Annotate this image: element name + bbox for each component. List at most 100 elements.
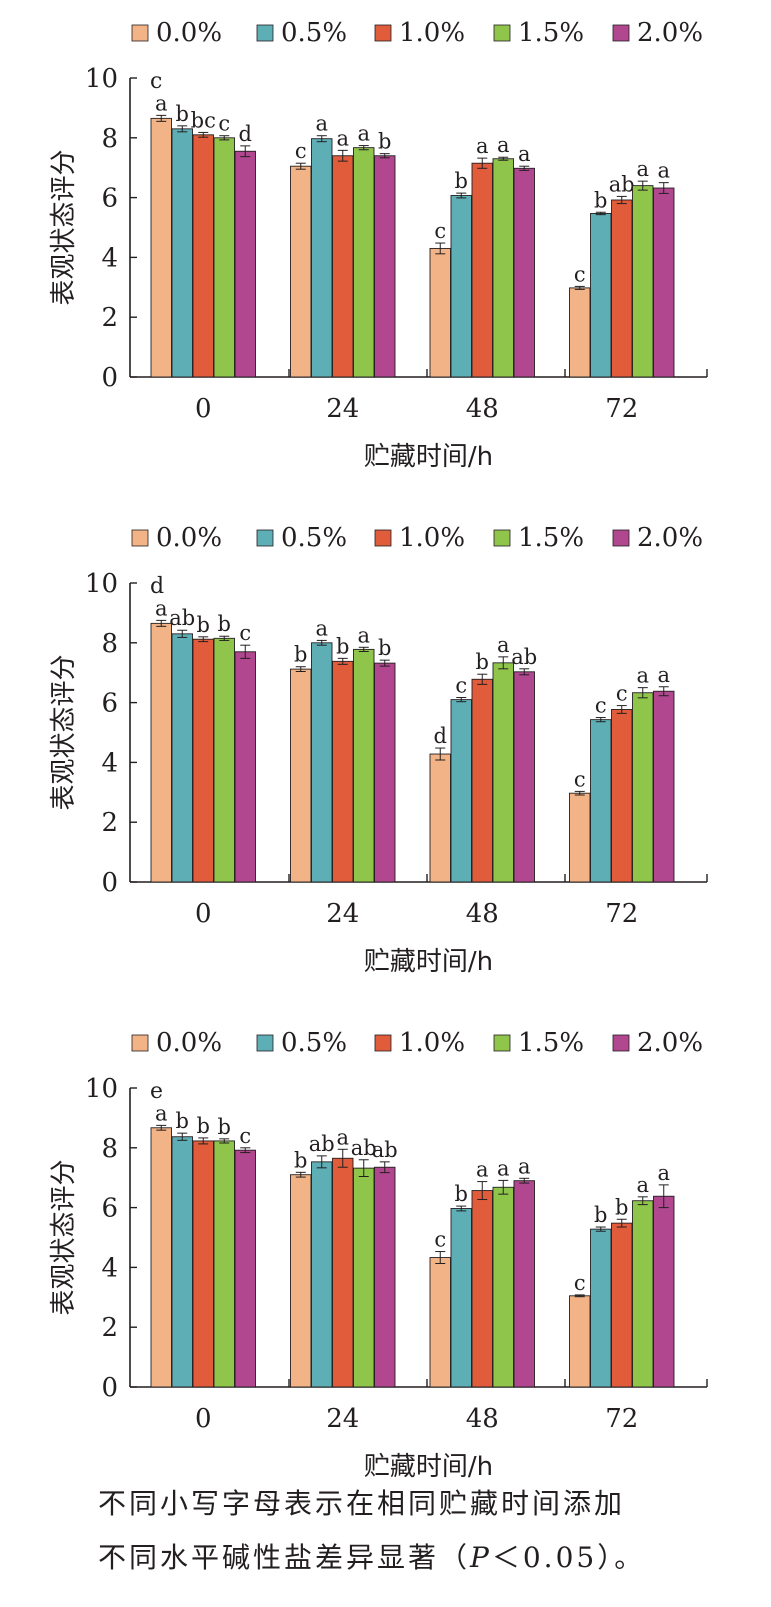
bar-3-0 xyxy=(569,1295,591,1388)
significance-letter-1-0: b xyxy=(294,1148,307,1172)
bar-1-0 xyxy=(290,1174,312,1388)
legend-swatch-1 xyxy=(256,1034,274,1052)
legend-swatch-4 xyxy=(612,529,630,547)
significance-letter-0-3: c xyxy=(218,112,230,136)
x-tick-label-2: 48 xyxy=(466,899,499,929)
significance-letter-2-1: b xyxy=(455,1182,468,1206)
legend-label-2: 1.0% xyxy=(399,18,465,48)
bar-1-0 xyxy=(290,165,312,378)
bar-0-2 xyxy=(192,1140,214,1388)
bar-2-3 xyxy=(492,662,514,883)
legend-swatch-4 xyxy=(612,24,630,42)
panel-label: e xyxy=(150,1079,163,1104)
bar-3-0 xyxy=(569,287,591,378)
bar-1-4 xyxy=(374,1166,396,1388)
significance-letter-2-3: a xyxy=(497,633,510,657)
significance-letter-1-1: a xyxy=(315,112,328,136)
bar-0-3 xyxy=(213,637,235,883)
bar-2-4 xyxy=(513,1180,535,1388)
significance-letter-3-0: c xyxy=(574,767,586,791)
bar-0-0 xyxy=(150,117,172,378)
y-tick-label-0: 0 xyxy=(101,363,118,393)
y-tick-label-4: 8 xyxy=(101,1134,118,1164)
significance-letter-1-3: ab xyxy=(351,1136,377,1160)
bar-3-2 xyxy=(611,1222,633,1388)
significance-letter-3-1: b xyxy=(594,188,607,212)
legend-swatch-0 xyxy=(131,529,149,547)
x-tick-label-0: 0 xyxy=(195,394,212,424)
legend-swatch-2 xyxy=(374,24,392,42)
significance-letter-3-4: a xyxy=(657,663,670,687)
x-tick-label-3: 72 xyxy=(605,1404,638,1434)
legend-swatch-3 xyxy=(493,529,511,547)
significance-letter-1-1: ab xyxy=(309,1132,335,1156)
bar-3-0 xyxy=(569,792,591,883)
significance-letter-0-1: b xyxy=(176,1109,189,1133)
significance-letter-1-4: b xyxy=(378,636,391,660)
significance-letter-3-0: c xyxy=(574,1271,586,1295)
bar-2-2 xyxy=(471,1190,493,1388)
bar-2-0 xyxy=(429,247,451,378)
significance-letter-1-0: c xyxy=(295,139,307,163)
y-tick-label-5: 10 xyxy=(85,64,118,94)
significance-letter-1-4: b xyxy=(378,130,391,154)
significance-letter-3-2: b xyxy=(615,1195,628,1219)
bar-3-4 xyxy=(653,1195,675,1388)
y-tick-label-1: 2 xyxy=(101,303,118,333)
bar-2-0 xyxy=(429,1257,451,1388)
bar-3-1 xyxy=(590,1228,612,1388)
y-tick-label-4: 8 xyxy=(101,124,118,154)
y-tick-label-3: 6 xyxy=(101,1194,118,1224)
bar-1-3 xyxy=(353,648,375,883)
significance-letter-0-4: d xyxy=(239,122,252,146)
bar-3-3 xyxy=(632,1200,654,1388)
bar-0-0 xyxy=(150,1127,172,1388)
bar-0-4 xyxy=(234,651,256,883)
bar-0-1 xyxy=(171,1136,193,1388)
bar-2-1 xyxy=(450,699,472,883)
bar-1-2 xyxy=(332,155,354,378)
legend-label-3: 1.5% xyxy=(518,18,584,48)
significance-letter-2-1: b xyxy=(455,169,468,193)
x-tick-label-2: 48 xyxy=(466,394,499,424)
legend-swatch-3 xyxy=(493,1034,511,1052)
significance-letter-3-3: a xyxy=(636,157,649,181)
note-line-2-prefix: 不同水平碱性盐差异显著（ xyxy=(98,1541,471,1574)
bar-1-3 xyxy=(353,147,375,378)
bar-3-1 xyxy=(590,212,612,378)
bar-3-4 xyxy=(653,690,675,883)
significance-letter-3-1: c xyxy=(595,694,607,718)
significance-letter-3-3: a xyxy=(636,1173,649,1197)
bar-1-1 xyxy=(311,642,333,883)
x-axis-title: 贮藏时间/h xyxy=(364,1452,493,1482)
y-tick-label-0: 0 xyxy=(101,868,118,898)
bar-3-3 xyxy=(632,692,654,883)
significance-letter-3-1: b xyxy=(594,1203,607,1227)
significance-letter-0-3: b xyxy=(218,1115,231,1139)
legend-label-4: 2.0% xyxy=(637,1028,703,1058)
note-line-1: 不同小写字母表示在相同贮藏时间添加 xyxy=(98,1487,626,1520)
bar-0-0 xyxy=(150,622,172,883)
y-tick-label-3: 6 xyxy=(101,184,118,214)
significance-letter-3-2: c xyxy=(616,682,628,706)
note-p-condition: ＜0.05 xyxy=(491,1541,598,1574)
bar-1-2 xyxy=(332,660,354,883)
significance-letter-0-2: b xyxy=(197,613,210,637)
bar-2-3 xyxy=(492,158,514,378)
significance-letter-0-1: ab xyxy=(169,606,195,630)
bar-2-4 xyxy=(513,167,535,378)
y-tick-label-2: 4 xyxy=(101,243,118,273)
significance-letter-3-2: ab xyxy=(609,172,635,196)
significance-letter-1-2: a xyxy=(336,1125,349,1149)
bar-1-1 xyxy=(311,138,333,378)
significance-letter-2-0: c xyxy=(434,1228,446,1252)
significance-letter-2-2: a xyxy=(476,134,489,158)
significance-letter-1-0: b xyxy=(294,643,307,667)
y-tick-label-4: 8 xyxy=(101,629,118,659)
significance-letter-1-3: a xyxy=(357,122,370,146)
legend-swatch-2 xyxy=(374,1034,392,1052)
x-tick-label-1: 24 xyxy=(326,899,359,929)
legend-label-4: 2.0% xyxy=(637,18,703,48)
y-tick-label-2: 4 xyxy=(101,748,118,778)
